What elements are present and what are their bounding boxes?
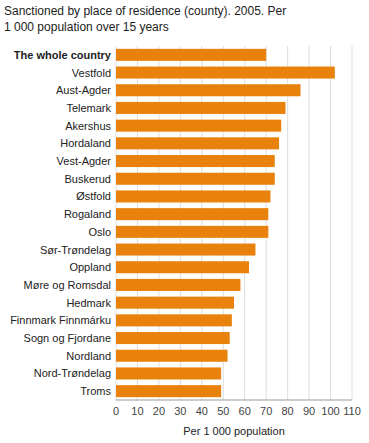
y-tick-label: Oppland	[69, 261, 111, 273]
grid-line	[158, 46, 159, 400]
y-tick-label: Troms	[80, 385, 111, 397]
grid-line	[244, 46, 245, 400]
bar	[116, 173, 275, 185]
bar	[116, 314, 232, 326]
y-tick-label: Aust-Agder	[56, 84, 111, 96]
x-tick-label: 110	[343, 405, 361, 417]
y-tick-label: Buskerud	[65, 173, 111, 185]
y-tick-label: Sør-Trøndelag	[40, 244, 111, 256]
bar	[116, 385, 221, 397]
y-tick-label: Finnmark Finnmárku	[10, 314, 111, 326]
x-tick-label: 100	[321, 405, 339, 417]
subtitle: 1 000 population over 15 years	[4, 20, 169, 34]
bar	[116, 332, 230, 344]
x-tick-label: 60	[239, 405, 251, 417]
bar	[116, 226, 268, 238]
bar	[116, 190, 270, 202]
x-tick-label: 80	[282, 405, 294, 417]
y-tick-label: Akershus	[65, 120, 111, 132]
y-tick-label: The whole country	[14, 49, 112, 61]
y-tick-label: Østfold	[76, 190, 111, 202]
bar	[116, 244, 255, 256]
x-tick-label: 40	[196, 405, 208, 417]
x-tick-label: 20	[153, 405, 165, 417]
grid-line	[266, 46, 267, 400]
chart: Sanctioned by place of residence (county…	[0, 0, 369, 443]
x-tick-label: 90	[303, 405, 315, 417]
grid-line	[137, 46, 138, 400]
x-axis-label: Per 1 000 population	[183, 425, 285, 437]
grid-line	[352, 46, 353, 400]
bar	[116, 208, 268, 220]
bar	[116, 155, 275, 167]
bar	[116, 261, 249, 273]
grid-line	[287, 46, 288, 400]
y-tick-label: Nordland	[66, 350, 111, 362]
x-axis-line	[116, 400, 352, 401]
grid-line	[223, 46, 224, 400]
grid-line	[116, 46, 117, 400]
x-tick-label: 10	[131, 405, 143, 417]
x-tick-label: 0	[113, 405, 119, 417]
bar	[116, 367, 221, 379]
bar	[116, 102, 285, 114]
bar	[116, 67, 335, 79]
grid-line	[180, 46, 181, 400]
y-tick-label: Nord-Trøndelag	[34, 367, 111, 379]
x-tick-label: 30	[174, 405, 186, 417]
bar	[116, 350, 228, 362]
x-tick-label: 70	[260, 405, 272, 417]
title: Sanctioned by place of residence (county…	[4, 4, 286, 18]
y-tick-label: Oslo	[88, 226, 111, 238]
y-tick-label: Sogn og Fjordane	[24, 332, 111, 344]
y-tick-label: Hordaland	[60, 137, 111, 149]
y-tick-label: Møre og Romsdal	[24, 279, 111, 291]
y-tick-label: Rogaland	[64, 208, 111, 220]
bar	[116, 297, 234, 309]
bar	[116, 49, 266, 61]
bars	[116, 49, 335, 397]
y-tick-label: Hedmark	[66, 297, 111, 309]
y-tick-label: Vestfold	[72, 67, 111, 79]
y-tick-label: Vest-Agder	[57, 155, 112, 167]
grid-line	[330, 46, 331, 400]
y-tick-label: Telemark	[66, 102, 111, 114]
x-tick-label: 50	[217, 405, 229, 417]
bar	[116, 279, 240, 291]
grid-line	[201, 46, 202, 400]
bar	[116, 84, 301, 96]
grid-line	[309, 46, 310, 400]
grid	[116, 46, 352, 400]
bar	[116, 137, 279, 149]
bar	[116, 120, 281, 132]
